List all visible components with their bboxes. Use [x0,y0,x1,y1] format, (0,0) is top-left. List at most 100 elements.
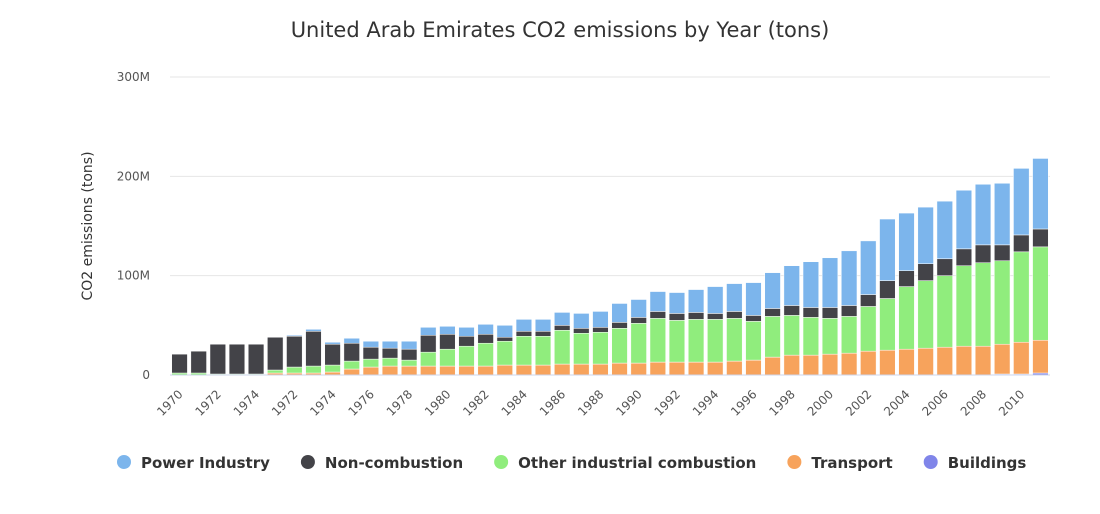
bar-segment [687,361,705,376]
bar-segment [381,365,399,376]
legend-marker[interactable] [494,455,509,469]
bar-segment [573,363,590,376]
bar-segment [668,313,686,321]
bar-segment [420,365,437,376]
bar-segment [764,272,781,309]
bar-segment [707,313,724,320]
bar-segment [879,280,896,299]
legend-marker[interactable] [923,455,938,469]
bar-segment [841,305,858,317]
bar-segment [247,343,265,375]
bar-segment [401,348,418,361]
bar-segment [630,317,647,324]
bar-segment [687,289,705,313]
x-tick-label: 1972 [269,387,300,418]
bar-segment [592,332,609,365]
bar-segment [592,363,609,376]
bar-segment [324,343,341,366]
bar-segment [573,333,590,365]
bar-segment [841,316,858,354]
x-tick-label: 1974 [307,387,338,418]
bar-segment [534,336,552,366]
bar-segment [994,183,1011,246]
legend-marker[interactable] [300,455,315,469]
bar-segment [420,351,437,367]
legend-label[interactable]: Buildings [948,454,1027,472]
bar-segment [687,319,705,363]
bar-segment [1032,158,1049,230]
x-tick-label: 1996 [728,387,759,418]
x-tick-label: 1970 [154,387,185,418]
bar-segment [936,258,953,276]
bar-segment [974,262,992,347]
bar-segment [994,260,1011,345]
x-tick-label: 2004 [881,387,912,418]
bar-segment [860,294,877,307]
bar-segment [917,263,934,281]
bar-segment [783,354,800,376]
bar-segment [573,313,590,329]
bar-segment [955,345,973,376]
bar-segment [305,329,322,332]
legend-label[interactable]: Non-combustion [325,454,463,472]
bar-segment [554,363,571,376]
x-tick-label: 2006 [919,387,950,418]
y-tick-label: 0 [142,368,150,382]
bar-segment [171,353,188,374]
bar-segment [994,244,1011,262]
legend-label[interactable]: Other industrial combustion [518,454,756,472]
x-tick-label: 1980 [422,387,453,418]
bar-segment [994,343,1011,375]
legend-label[interactable]: Power Industry [141,454,270,472]
bar-segment [630,362,647,376]
bar-segment [534,331,552,337]
bar-segment [764,308,781,317]
bar-segment [955,248,973,266]
x-tick-label: 1984 [499,387,530,418]
x-tick-label: 1992 [652,387,683,418]
bar-segment [420,335,437,353]
bar-segment [420,327,437,336]
bar-segment [821,307,839,319]
bar-segment [381,340,399,349]
bar-segment [726,360,743,376]
x-tick-label: 1998 [766,387,797,418]
bar-segment [1032,246,1049,341]
bar-segment [802,317,819,356]
legend-marker[interactable] [117,455,131,469]
bar-segment [745,359,762,376]
bar-segment [439,348,456,367]
bar-segment [190,350,207,374]
bar-segment [439,334,456,350]
bar-segment [974,244,992,264]
bar-segment [668,361,686,376]
bar-segment [1032,339,1049,374]
bar-segment [267,337,284,371]
chart-title: United Arab Emirates CO2 emissions by Ye… [291,18,830,42]
bar-segment [860,350,877,376]
x-tick-label: 1990 [613,387,644,418]
bar-segment [534,364,552,376]
bar-segment [898,348,915,376]
bar-segment [496,325,513,338]
bar-segment [879,349,896,376]
x-tick-label: 2002 [843,387,874,418]
bar-segment [362,340,379,348]
bar-segment [458,345,475,367]
bar-segment [649,361,666,376]
legend-marker[interactable] [787,455,802,469]
x-tick-label: 2010 [996,387,1027,418]
bar-segment [611,328,628,364]
bar-segment [305,331,322,367]
bar-segment [286,366,303,374]
bar-segment [936,346,953,376]
bar-segment [630,323,647,364]
bar-segment [745,321,762,361]
legend-label[interactable]: Transport [811,454,892,472]
bar-segment [707,286,724,314]
bar-segment [343,360,360,370]
bar-segment [917,206,934,264]
bar-segment [496,364,513,376]
bar-segment [860,306,877,352]
bar-segment [458,365,475,376]
